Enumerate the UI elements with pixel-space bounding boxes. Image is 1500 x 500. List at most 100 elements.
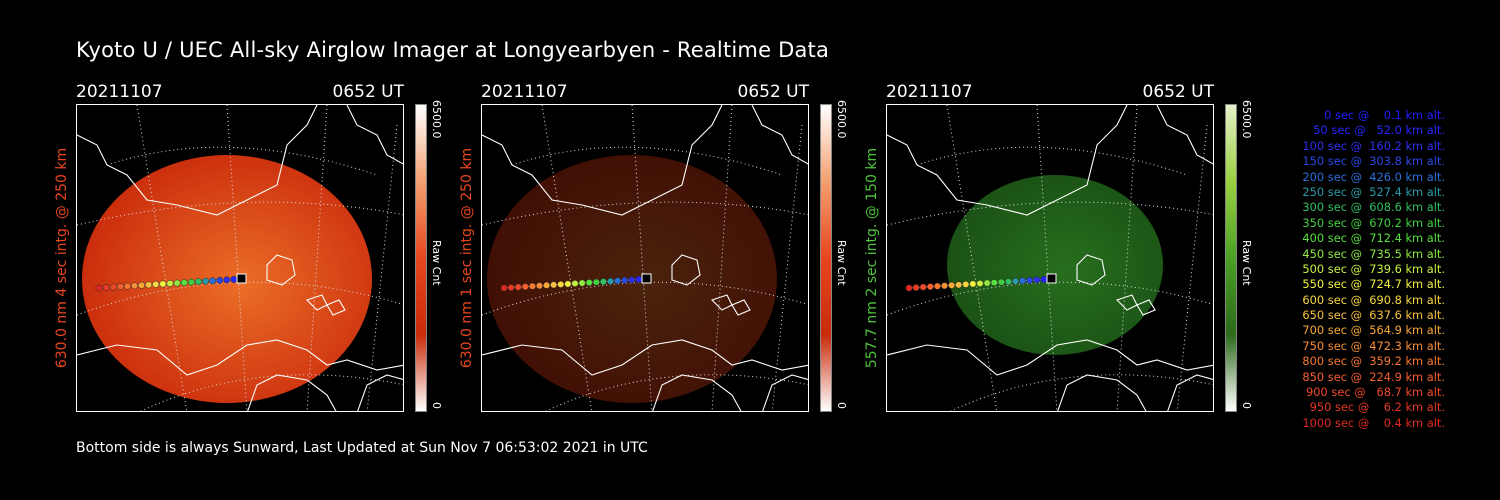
launch-site-marker	[641, 273, 652, 284]
trajectory-point	[1019, 277, 1027, 285]
trajectory-point	[1026, 276, 1034, 284]
trajectory-point	[933, 282, 941, 290]
grid-line	[106, 146, 378, 176]
trajectory-point	[919, 283, 927, 291]
legend-row: 150 sec @ 303.8 km alt.	[1298, 154, 1445, 169]
channel-label: 557.7 nm 2 sec intg. @ 150 km	[864, 147, 880, 369]
colorbar-min: 0	[430, 402, 443, 409]
grid-line	[1176, 124, 1208, 411]
page-title: Kyoto U / UEC All-sky Airglow Imager at …	[76, 38, 830, 62]
trajectory-point	[557, 280, 565, 288]
allsky-image	[886, 104, 1214, 412]
legend-row: 300 sec @ 608.6 km alt.	[1298, 200, 1445, 215]
trajectory-point	[514, 283, 522, 291]
trajectory-point	[1033, 276, 1041, 284]
coastline	[482, 339, 808, 376]
allsky-image	[76, 104, 404, 412]
coastline	[1136, 299, 1156, 316]
legend-row: 200 sec @ 426.0 km alt.	[1298, 169, 1445, 184]
colorbar-max: 6500.0	[1240, 100, 1253, 139]
imager-panel-2: 20211107 0652 UT 630.0 nm 1 sec intg. @ 25…	[459, 82, 891, 432]
grid-line	[366, 124, 398, 411]
grid-line	[771, 124, 803, 411]
grid-line	[887, 201, 1213, 226]
coastline	[77, 105, 318, 216]
coastline	[887, 339, 1213, 376]
airglow-disk	[947, 175, 1163, 355]
legend-row: 350 sec @ 670.2 km alt.	[1298, 215, 1445, 230]
trajectory-point	[905, 284, 913, 292]
coastline	[731, 299, 751, 316]
trajectory-point	[536, 282, 543, 290]
trajectory-point	[507, 284, 515, 292]
trajectory-point	[599, 278, 607, 286]
trajectory-point	[578, 279, 586, 287]
coastline	[1156, 105, 1213, 165]
launch-site-marker	[1046, 273, 1057, 284]
grid-line	[140, 374, 403, 411]
trajectory-point	[592, 278, 600, 286]
trajectory-point	[564, 280, 572, 288]
trajectory-point	[585, 279, 593, 287]
trajectory-point	[230, 276, 238, 283]
trajectory-point	[95, 284, 103, 292]
trajectory-point	[194, 278, 202, 286]
grid-line	[77, 281, 403, 316]
channel-label: 630.0 nm 1 sec intg. @ 250 km	[459, 147, 475, 369]
colorbar-min: 0	[835, 402, 848, 409]
grid-line	[511, 146, 783, 176]
trajectory-point	[926, 283, 934, 291]
trajectory-point	[543, 281, 551, 289]
trajectory-point	[983, 279, 991, 287]
colorbar-min: 0	[1240, 402, 1253, 409]
colorbar-unit: Raw Cnt	[835, 240, 848, 286]
legend-row: 100 sec @ 160.2 km alt.	[1298, 138, 1445, 153]
coastline	[1057, 374, 1147, 411]
trajectory-point	[948, 281, 956, 289]
trajectory-point	[521, 283, 529, 291]
trajectory-point	[955, 281, 963, 289]
colorbar	[820, 104, 832, 412]
legend-row: 650 sec @ 637.6 km alt.	[1298, 308, 1445, 323]
launch-site-marker	[236, 273, 247, 284]
trajectory-point	[123, 282, 131, 290]
trajectory-point	[102, 284, 110, 292]
trajectory-point	[997, 278, 1005, 286]
grid-line	[482, 281, 808, 316]
coastline	[77, 339, 403, 376]
trajectory-point	[941, 282, 948, 290]
legend-row: 400 sec @ 712.4 km alt.	[1298, 231, 1445, 246]
colorbar-max: 6500.0	[430, 100, 443, 139]
colorbar-max: 6500.0	[835, 100, 848, 139]
grid-line	[887, 281, 1213, 316]
coastline	[1167, 374, 1213, 411]
panel-time: 0652 UT	[737, 82, 810, 102]
coastline	[887, 105, 1128, 216]
legend-row: 500 sec @ 739.6 km alt.	[1298, 261, 1445, 276]
trajectory-legend: 0 sec @ 0.1 km alt. 50 sec @ 52.0 km alt…	[1260, 108, 1445, 431]
coastline	[326, 299, 346, 316]
trajectory-point	[635, 276, 643, 283]
imager-panel-1: 20211107 0652 UT 630.0 nm 4 sec intg. @ 25…	[54, 82, 486, 432]
allsky-image	[481, 104, 809, 412]
update-footer: Bottom side is always Sunward, Last Upda…	[76, 440, 648, 456]
coastline	[652, 374, 742, 411]
coastline	[1076, 254, 1106, 286]
trajectory-point	[145, 281, 153, 289]
trajectory-point	[173, 279, 181, 287]
imager-panel-3: 20211107 0652 UT 557.7 nm 2 sec intg. @ 15…	[864, 82, 1296, 432]
coastline	[266, 254, 296, 286]
coastline	[247, 374, 337, 411]
trajectory-point	[223, 276, 231, 284]
grid-line	[916, 146, 1188, 176]
legend-row: 450 sec @ 735.5 km alt.	[1298, 246, 1445, 261]
coastline	[671, 254, 701, 286]
trajectory-point	[202, 277, 209, 285]
legend-row: 0 sec @ 0.1 km alt.	[1313, 108, 1445, 122]
colorbar-unit: Raw Cnt	[430, 240, 443, 286]
grid-line	[545, 374, 808, 411]
grid-line	[950, 374, 1213, 411]
legend-row: 950 sec @ 6.2 km alt.	[1306, 400, 1445, 415]
grid-line	[946, 105, 998, 411]
panel-time: 0652 UT	[1142, 82, 1215, 102]
